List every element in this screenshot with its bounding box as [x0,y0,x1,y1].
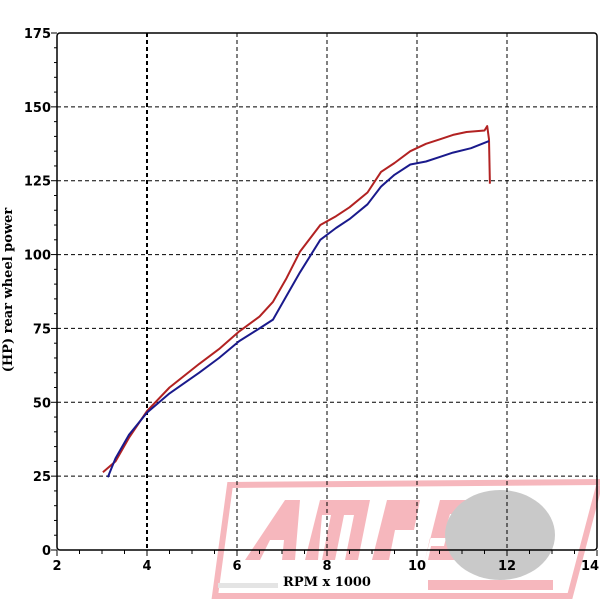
y-tick-label: 125 [24,175,51,190]
watermark-letters [245,500,470,560]
x-tick-label: 14 [581,559,599,574]
x-tick-label: 12 [498,559,516,574]
y-tick-label: 175 [24,27,51,42]
y-tick-label: 150 [24,101,51,116]
y-tick-label: 75 [33,322,51,337]
y-tick-label: 100 [24,249,51,264]
x-tick-label: 10 [408,559,426,574]
y-tick-label: 25 [33,470,51,485]
x-tick-label: 4 [142,559,151,574]
grid [57,33,597,550]
series-group [102,125,491,478]
y-tick-label: 50 [33,396,51,411]
watermark-url-band [428,580,553,590]
watermark-logo [211,478,600,599]
watermark-motorcycle [445,490,555,580]
watermark-tagline-band [218,583,278,588]
y-tick-label: 0 [42,544,51,559]
axes: 2 4 6 8 10 12 14 0 25 50 75 100 125 150 175 [24,27,599,574]
x-tick-label: 6 [232,559,241,574]
plot-frame [56,32,598,551]
x-tick-label: 8 [322,559,331,574]
y-axis-label: (HP) rear wheel power [1,208,16,373]
power-curve-2 [106,140,490,478]
power-curve-1 [102,125,491,474]
x-tick-label: 2 [52,559,61,574]
x-axis-label: RPM x 1000 [283,575,371,590]
watermark-frame [211,478,600,599]
